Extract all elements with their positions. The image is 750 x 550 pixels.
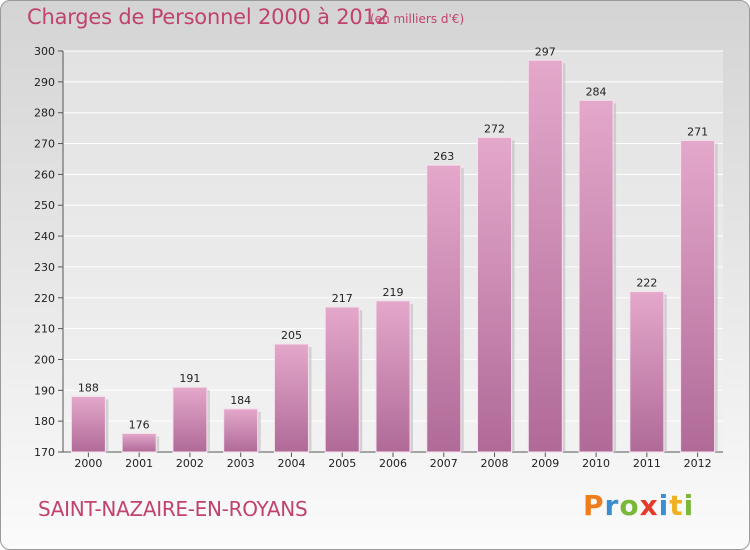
y-tick-label: 240 [34, 230, 55, 243]
y-tick-label: 200 [34, 353, 55, 366]
logo-letter: o [619, 489, 640, 522]
logo-letter: t [669, 489, 684, 522]
town-name: SAINT-NAZAIRE-EN-ROYANS [38, 497, 308, 521]
bar-2003 [223, 408, 259, 453]
x-tick-label: 2008 [481, 457, 509, 470]
x-tick-label: 2007 [430, 457, 458, 470]
logo-letter: i [658, 489, 670, 522]
bar-2006 [375, 300, 411, 453]
data-label: 284 [586, 85, 607, 98]
data-label: 217 [332, 292, 353, 305]
x-tick-label: 2011 [633, 457, 661, 470]
chart-title: Charges de Personnel 2000 à 2012 [27, 5, 389, 29]
bar-2010 [578, 99, 614, 453]
y-tick-label: 180 [34, 415, 55, 428]
y-tick-label: 210 [34, 323, 55, 336]
y-tick-label: 250 [34, 199, 55, 212]
y-tick-label: 260 [34, 168, 55, 181]
x-tick-label: 2006 [379, 457, 407, 470]
proxiti-logo: Proxiti [583, 489, 694, 522]
data-label: 271 [687, 125, 708, 138]
x-tick-label: 2002 [176, 457, 204, 470]
x-tick-label: 2003 [227, 457, 255, 470]
chart-subtitle: (en milliers d'€) [370, 12, 465, 26]
data-label: 205 [281, 329, 302, 342]
x-tick-label: 2001 [125, 457, 153, 470]
x-tick-label: 2005 [328, 457, 356, 470]
data-label: 297 [535, 45, 556, 58]
y-tick-label: 190 [34, 384, 55, 397]
bar-2004 [273, 343, 309, 453]
bar-2009 [527, 59, 563, 453]
x-tick-label: 2012 [684, 457, 712, 470]
data-label: 263 [433, 150, 454, 163]
data-label: 219 [383, 286, 404, 299]
y-tick-label: 170 [34, 446, 55, 459]
bar-2005 [324, 306, 360, 453]
data-label: 184 [230, 394, 251, 407]
x-tick-label: 2000 [74, 457, 102, 470]
bar-2007 [426, 164, 462, 453]
x-tick-label: 2009 [531, 457, 559, 470]
bar-2001 [121, 432, 157, 453]
y-tick-label: 280 [34, 107, 55, 120]
bar-2011 [629, 291, 665, 453]
logo-letter: i [683, 489, 695, 522]
data-label: 176 [129, 418, 150, 431]
logo-letter: r [604, 489, 620, 522]
y-tick-label: 220 [34, 292, 55, 305]
y-tick-label: 230 [34, 261, 55, 274]
bar-2002 [172, 386, 208, 453]
y-tick-label: 270 [34, 138, 55, 151]
bar-2008 [477, 136, 513, 453]
data-label: 191 [179, 372, 200, 385]
logo-letter: P [583, 489, 605, 522]
y-tick-label: 300 [34, 45, 55, 58]
bar-2012 [680, 139, 716, 453]
data-label: 222 [636, 277, 657, 290]
x-tick-label: 2004 [277, 457, 305, 470]
logo-letter: x [639, 489, 659, 522]
data-label: 188 [78, 381, 99, 394]
bar-2000 [70, 395, 106, 453]
data-label: 272 [484, 122, 505, 135]
y-tick-label: 290 [34, 76, 55, 89]
x-tick-label: 2010 [582, 457, 610, 470]
